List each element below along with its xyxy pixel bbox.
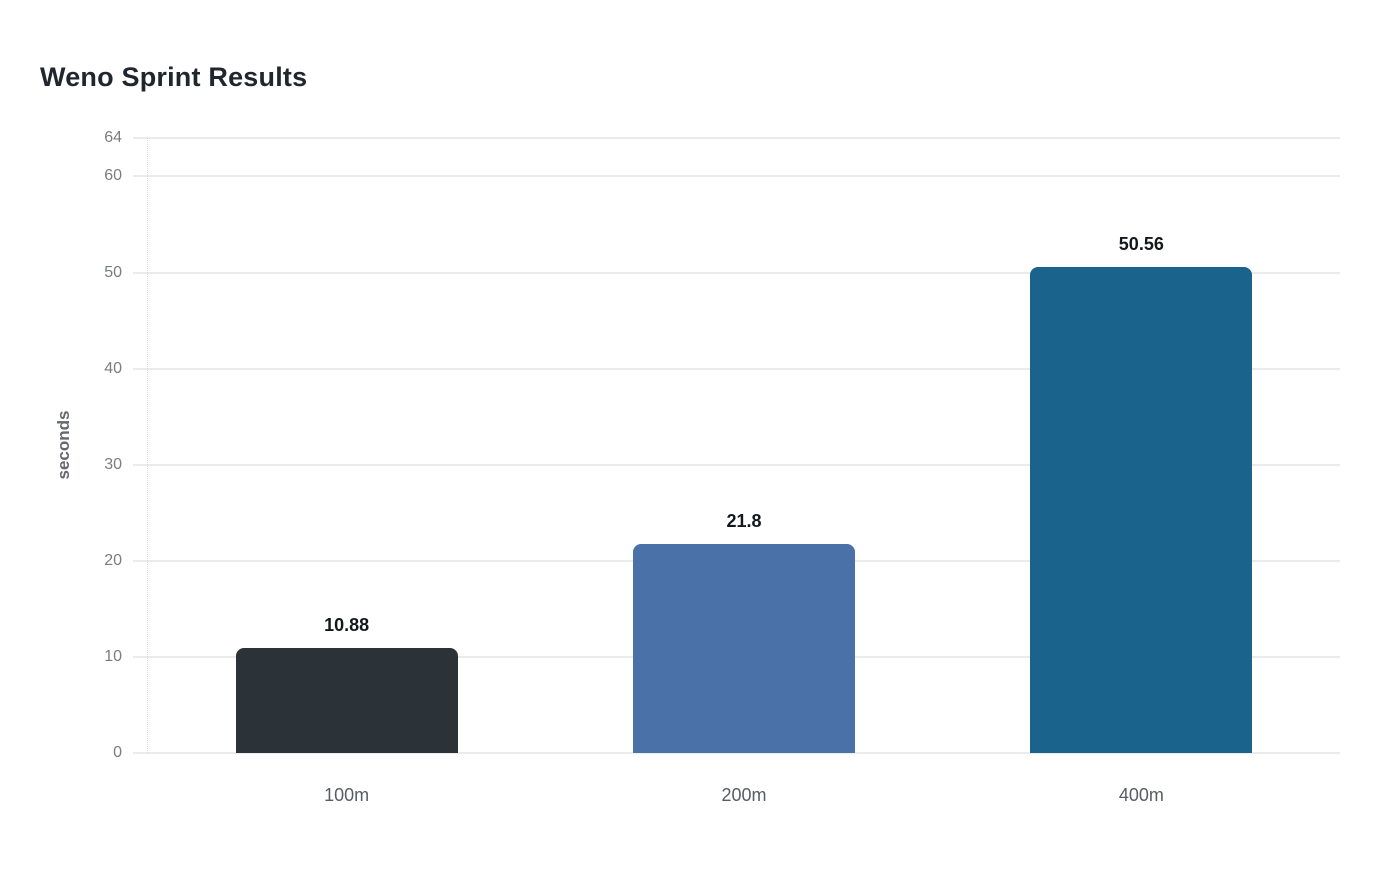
y-axis-line <box>147 138 148 753</box>
bar-200m <box>633 543 855 753</box>
gridline <box>133 271 1340 274</box>
y-tick-label: 64 <box>104 129 122 146</box>
y-tick-label: 50 <box>104 263 122 281</box>
y-tick-label: 0 <box>113 744 122 761</box>
y-tick-label: 10 <box>104 647 122 665</box>
gridline <box>133 137 1340 139</box>
y-tick-label: 40 <box>104 359 122 377</box>
y-tick-label: 20 <box>104 551 122 569</box>
bar-400m <box>1030 267 1253 753</box>
bar-value-label: 10.88 <box>324 615 370 636</box>
chart-title: Weno Sprint Results <box>40 62 308 92</box>
x-tick-label: 200m <box>721 785 767 805</box>
y-tick-label: 30 <box>104 455 122 473</box>
y-tick-label: 60 <box>104 167 122 185</box>
bar-value-label: 21.8 <box>726 510 762 531</box>
gridline <box>133 367 1340 370</box>
gridline <box>133 463 1340 466</box>
x-tick-label: 100m <box>324 785 370 805</box>
gridline <box>133 175 1340 178</box>
bar-100m <box>235 648 458 753</box>
gridline <box>133 752 1340 754</box>
x-tick-label: 400m <box>1118 785 1164 805</box>
bar-value-label: 50.56 <box>1118 234 1164 255</box>
